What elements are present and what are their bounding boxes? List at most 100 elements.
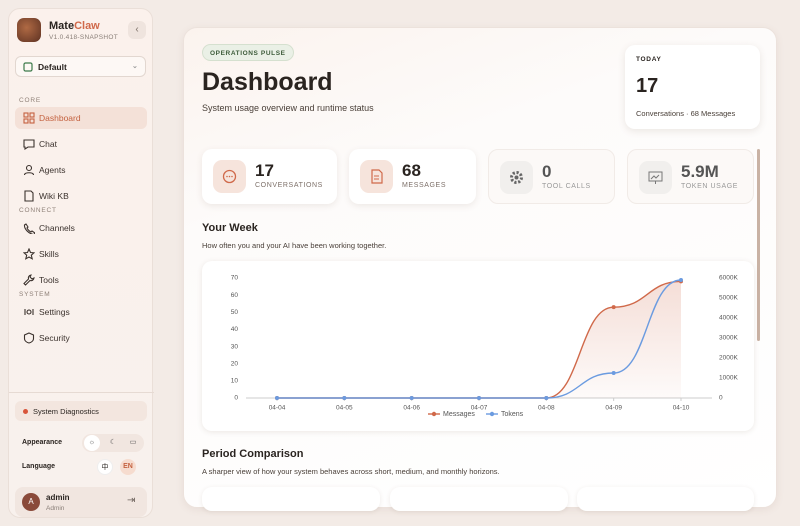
collapse-button[interactable]: ‹ (128, 21, 146, 39)
sidebar: MateClaw V1.0.418-SNAPSHOT ‹ Default ⌄ C… (8, 8, 154, 518)
y-tick-label: 60 (231, 292, 239, 299)
diagnostics[interactable]: System Diagnostics (15, 401, 147, 421)
y-tick-label: 5000K (719, 295, 738, 302)
x-tick-label: 04-08 (538, 405, 555, 412)
logout-button[interactable]: ⇥ (127, 495, 136, 506)
today-label: TODAY (636, 56, 662, 63)
period-card (577, 487, 754, 511)
x-tick-label: 04-09 (605, 405, 622, 412)
legend-swatch (431, 411, 437, 417)
page-title: Dashboard (202, 68, 333, 96)
nav-label: Security (39, 333, 70, 343)
nav-label: Channels (39, 223, 75, 233)
nav-section: SYSTEM (19, 291, 51, 298)
nav-label: Dashboard (39, 113, 81, 123)
stat-label: TOKEN USAGE (681, 183, 739, 190)
today-card: TODAY 17 Conversations · 68 Messages (625, 45, 760, 129)
main-panel: OPERATIONS PULSE Dashboard System usage … (183, 27, 777, 511)
nav-item[interactable]: Security (15, 327, 147, 349)
y-tick-label: 30 (231, 343, 239, 350)
section-title: Period Comparison (202, 448, 304, 460)
version: V1.0.418-SNAPSHOT (49, 34, 119, 41)
y-tick-label: 4000K (719, 315, 738, 322)
point (342, 396, 347, 400)
y-tick-label: 70 (231, 275, 239, 282)
scrollbar[interactable] (757, 149, 760, 341)
y-tick-label: 1000K (719, 375, 738, 382)
y-tick-label: 6000K (719, 275, 738, 282)
user-card: A admin Admin ⇥ (15, 487, 147, 517)
nav-item[interactable]: Dashboard (15, 107, 147, 129)
icon (639, 161, 672, 194)
x-tick-label: 04-10 (673, 405, 690, 412)
nav-label: Wiki KB (39, 191, 69, 201)
badge: OPERATIONS PULSE (202, 44, 294, 61)
language-en[interactable]: EN (120, 459, 136, 475)
period-card (202, 487, 380, 511)
nav-section: CONNECT (19, 207, 57, 214)
legend-swatch (489, 411, 495, 417)
workspace: Default (38, 62, 67, 72)
nav-item[interactable]: Chat (15, 133, 147, 155)
point (679, 278, 683, 282)
nav-item[interactable]: Tools (15, 269, 147, 291)
stat-card: 68 MESSAGES (349, 149, 476, 204)
icon (23, 62, 33, 72)
point (275, 396, 279, 400)
workspace-select[interactable]: Default ⌄ (15, 56, 146, 77)
brand-second: Claw (74, 20, 100, 32)
section-subtitle: A sharper view of how your system behave… (202, 467, 500, 476)
light-button[interactable]: ☼ (84, 435, 100, 451)
stat-value: 5.9M (681, 162, 719, 181)
x-tick-label: 04-05 (336, 405, 353, 412)
nav-item[interactable]: Settings (15, 301, 147, 323)
today-value: 17 (636, 75, 659, 97)
avatar: A (22, 493, 40, 511)
system-button[interactable]: ▭ (129, 439, 137, 446)
theme-toggle: ☼ ☾ ▭ (82, 434, 144, 452)
language-zh[interactable]: 中 (97, 459, 113, 475)
y-tick-label: 0 (719, 395, 723, 402)
stat-label: CONVERSATIONS (255, 182, 323, 189)
user-name: admin (46, 493, 70, 502)
stat-label: MESSAGES (402, 182, 447, 189)
nav-item[interactable]: Agents (15, 159, 147, 181)
nav-label: Tools (39, 275, 59, 285)
period-card (390, 487, 568, 511)
user-role: Admin (46, 505, 65, 512)
x-tick-label: 04-06 (403, 405, 420, 412)
nav-item[interactable]: Channels (15, 217, 147, 239)
y-tick-label: 2000K (719, 355, 738, 362)
stat-card: 5.9M TOKEN USAGE (627, 149, 754, 204)
point (611, 305, 616, 310)
divider (9, 392, 154, 393)
y-tick-label: 0 (234, 395, 238, 402)
chart-title: Your Week (202, 222, 258, 234)
point (544, 396, 549, 400)
chart-subtitle: How often you and your AI have been work… (202, 241, 387, 250)
nav-item[interactable]: Skills (15, 243, 147, 265)
icon (360, 160, 393, 193)
nav-label: Settings (39, 307, 70, 317)
point (409, 396, 414, 400)
area (277, 281, 681, 398)
chart-card: 0 10 20 30 40 50 60 70 0 1000K 2000K 3000K 4000K 5000… (202, 261, 754, 431)
stat-value: 17 (255, 161, 274, 180)
nav-label: Skills (39, 249, 59, 259)
x-tick-label: 04-07 (471, 405, 488, 412)
language-label: Language (22, 463, 56, 470)
nav-label: Agents (39, 165, 66, 175)
stat-label: TOOL CALLS (542, 183, 591, 190)
appearance-label: Appearance (22, 439, 63, 446)
y-tick-label: 10 (231, 378, 239, 385)
brand-first: Mate (49, 20, 75, 32)
today-detail: Conversations · 68 Messages (636, 109, 736, 118)
legend-label: Messages (443, 411, 475, 418)
nav-item[interactable]: Wiki KB (15, 185, 147, 207)
dark-button[interactable]: ☾ (109, 439, 117, 446)
logo (17, 18, 41, 42)
page-subtitle: System usage overview and runtime status (202, 103, 374, 113)
nav-label: Chat (39, 139, 57, 149)
y-tick-label: 40 (231, 326, 239, 333)
